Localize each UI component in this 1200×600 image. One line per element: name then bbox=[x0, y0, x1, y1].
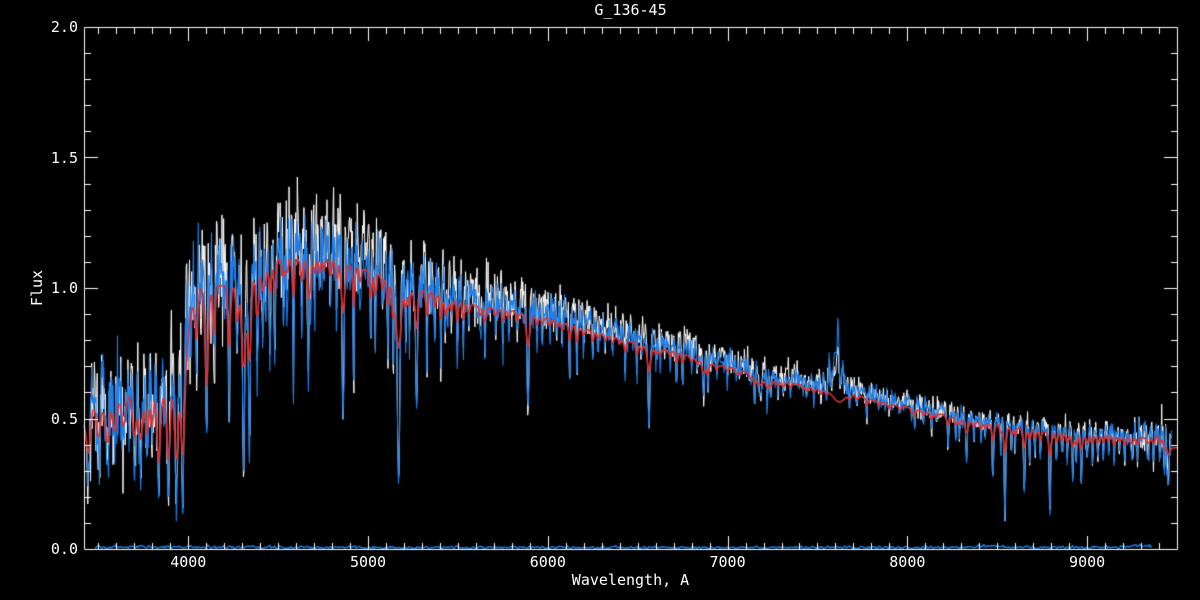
x-tick-label-9000: 9000 bbox=[1069, 553, 1106, 571]
x-tick-label-6000: 6000 bbox=[529, 553, 566, 571]
x-axis-title: Wavelength, A bbox=[571, 571, 690, 589]
x-tick-label-8000: 8000 bbox=[889, 553, 926, 571]
y-tick-label-0.5: 0.5 bbox=[50, 409, 78, 428]
y-tick-label-1.5: 1.5 bbox=[50, 148, 78, 167]
y-tick-label-1.0: 1.0 bbox=[50, 279, 78, 297]
chart-title: G_136-45 bbox=[594, 1, 667, 19]
y-tick-label-0.0: 0.0 bbox=[50, 540, 78, 558]
y-tick-label-2.0: 2.0 bbox=[50, 18, 78, 36]
x-tick-label-5000: 5000 bbox=[349, 553, 387, 571]
x-tick-label-7000: 7000 bbox=[709, 553, 746, 571]
x-tick-label-4000: 4000 bbox=[170, 553, 207, 571]
